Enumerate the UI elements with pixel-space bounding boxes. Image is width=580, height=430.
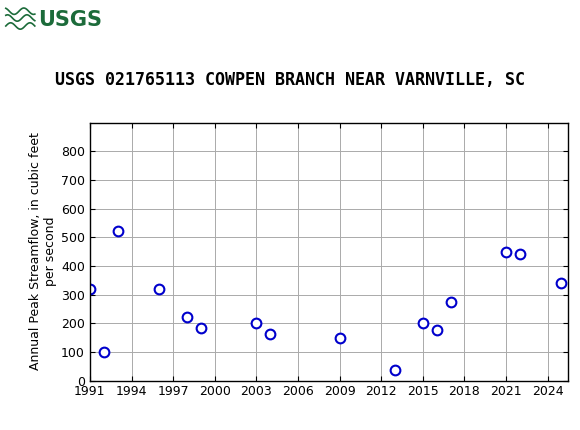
FancyBboxPatch shape	[5, 3, 71, 37]
Text: USGS: USGS	[38, 10, 102, 30]
Y-axis label: Annual Peak Streamflow, in cubic feet
per second: Annual Peak Streamflow, in cubic feet pe…	[29, 132, 57, 371]
Text: USGS 021765113 COWPEN BRANCH NEAR VARNVILLE, SC: USGS 021765113 COWPEN BRANCH NEAR VARNVI…	[55, 71, 525, 89]
